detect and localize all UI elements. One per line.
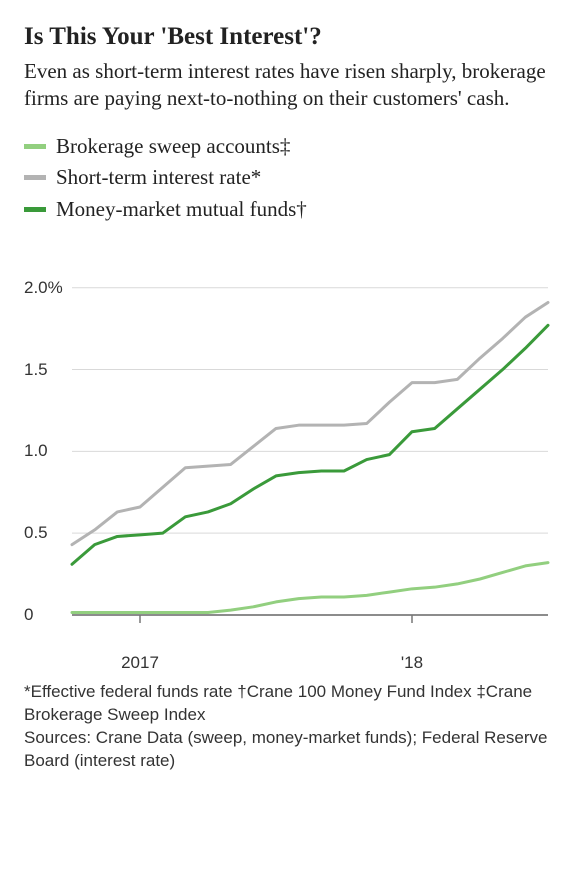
legend-item: Money-market mutual funds† — [24, 194, 548, 226]
legend-label: Brokerage sweep accounts‡ — [56, 131, 290, 163]
legend-swatch — [24, 207, 46, 212]
legend-item: Short-term interest rate* — [24, 162, 548, 194]
chart-card: Is This Your 'Best Interest'? Even as sh… — [0, 0, 572, 793]
footnote-defs: *Effective federal funds rate †Crane 100… — [24, 681, 548, 727]
footnotes: *Effective federal funds rate †Crane 100… — [24, 681, 548, 773]
legend-item: Brokerage sweep accounts‡ — [24, 131, 548, 163]
legend-label: Money-market mutual funds† — [56, 194, 307, 226]
y-axis-label: 1.0 — [24, 441, 48, 461]
y-axis-label: 2.0% — [24, 278, 63, 298]
y-axis-label: 0.5 — [24, 523, 48, 543]
y-axis-label: 0 — [24, 605, 33, 625]
line-chart: 2.0%1.51.00.502017'18 — [24, 255, 548, 645]
legend-swatch — [24, 144, 46, 149]
legend-swatch — [24, 175, 46, 180]
x-axis-label: '18 — [401, 653, 423, 673]
chart-title: Is This Your 'Best Interest'? — [24, 22, 548, 52]
plot-svg — [24, 255, 548, 645]
legend: Brokerage sweep accounts‡ Short-term int… — [24, 131, 548, 226]
y-axis-label: 1.5 — [24, 360, 48, 380]
legend-label: Short-term interest rate* — [56, 162, 261, 194]
x-axis-label: 2017 — [121, 653, 159, 673]
footnote-sources: Sources: Crane Data (sweep, money-market… — [24, 727, 548, 773]
chart-subtitle: Even as short-term interest rates have r… — [24, 58, 548, 113]
